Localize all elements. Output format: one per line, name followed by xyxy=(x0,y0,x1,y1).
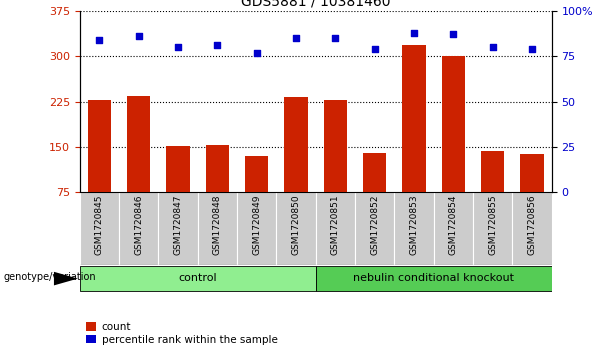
Bar xyxy=(355,192,394,265)
Bar xyxy=(402,45,426,192)
Point xyxy=(370,46,379,52)
Bar xyxy=(80,192,119,265)
Text: GSM1720849: GSM1720849 xyxy=(252,195,261,255)
Point xyxy=(488,44,498,50)
Bar xyxy=(205,145,229,192)
Text: GSM1720847: GSM1720847 xyxy=(173,195,183,255)
Point xyxy=(173,44,183,50)
Bar xyxy=(434,192,473,265)
Title: GDS5881 / 10381460: GDS5881 / 10381460 xyxy=(241,0,390,8)
Bar xyxy=(394,192,434,265)
Legend: count, percentile rank within the sample: count, percentile rank within the sample xyxy=(85,321,278,346)
Bar xyxy=(441,56,465,192)
Bar xyxy=(158,192,198,265)
Bar xyxy=(316,192,355,265)
Text: GSM1720850: GSM1720850 xyxy=(292,195,300,255)
Point xyxy=(252,50,262,56)
Bar xyxy=(166,146,190,192)
Bar xyxy=(197,192,237,265)
Point xyxy=(527,46,537,52)
Bar xyxy=(88,100,111,192)
Text: GSM1720846: GSM1720846 xyxy=(134,195,143,255)
Point xyxy=(94,37,104,43)
Point xyxy=(213,42,223,48)
Polygon shape xyxy=(54,272,78,285)
Text: GSM1720855: GSM1720855 xyxy=(488,195,497,255)
Point xyxy=(449,32,459,37)
Point xyxy=(409,30,419,36)
Point xyxy=(291,35,301,41)
Bar xyxy=(237,192,276,265)
Bar xyxy=(284,97,308,192)
Text: genotype/variation: genotype/variation xyxy=(3,272,96,282)
Bar xyxy=(119,192,158,265)
Bar xyxy=(363,153,387,192)
Text: GSM1720854: GSM1720854 xyxy=(449,195,458,255)
Text: GSM1720853: GSM1720853 xyxy=(409,195,419,255)
Point xyxy=(134,33,143,39)
Bar xyxy=(276,192,316,265)
Text: GSM1720856: GSM1720856 xyxy=(528,195,536,255)
Text: GSM1720845: GSM1720845 xyxy=(95,195,104,255)
Bar xyxy=(512,192,552,265)
Text: GSM1720851: GSM1720851 xyxy=(331,195,340,255)
Point xyxy=(330,35,340,41)
Text: control: control xyxy=(178,273,217,283)
Bar xyxy=(481,151,504,192)
Bar xyxy=(127,95,151,192)
Bar xyxy=(245,156,268,192)
Text: GSM1720848: GSM1720848 xyxy=(213,195,222,255)
Bar xyxy=(324,100,347,192)
Bar xyxy=(80,266,316,291)
Bar xyxy=(316,266,552,291)
Bar xyxy=(520,154,544,192)
Text: nebulin conditional knockout: nebulin conditional knockout xyxy=(353,273,514,283)
Text: GSM1720852: GSM1720852 xyxy=(370,195,379,255)
Bar xyxy=(473,192,512,265)
